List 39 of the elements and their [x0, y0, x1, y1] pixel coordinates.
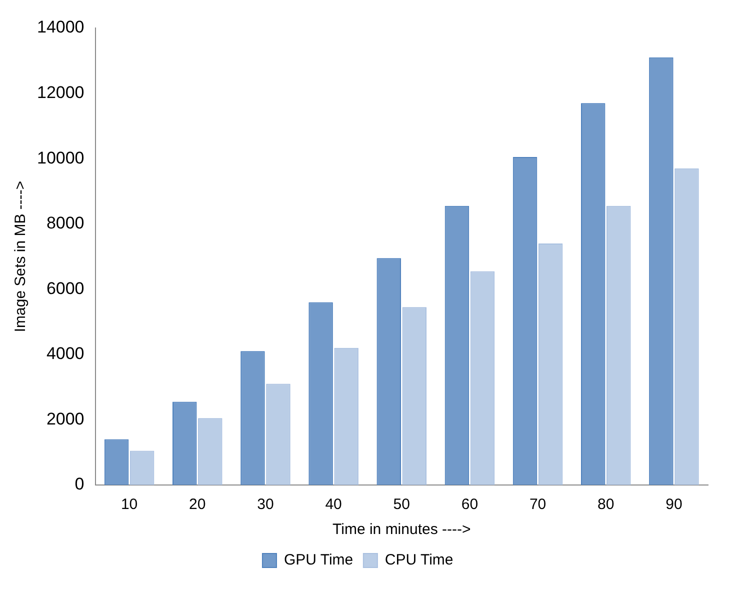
bar	[606, 206, 631, 485]
bar	[130, 450, 154, 485]
x-axis-title: Time in minutes ---->	[332, 521, 471, 538]
x-tick-label: 60	[461, 496, 478, 514]
bar	[104, 439, 129, 485]
x-tick-label: 70	[529, 496, 546, 514]
x-tick-label: 50	[393, 496, 410, 514]
bar	[172, 402, 197, 485]
y-axis-title: Image Sets in MB ---->	[12, 180, 30, 332]
y-tick-label: 14000	[36, 18, 84, 37]
bar	[470, 271, 495, 485]
bar	[580, 103, 606, 485]
bar	[444, 206, 470, 485]
y-tick-label: 6000	[46, 278, 84, 298]
bar	[240, 351, 265, 485]
y-tick-label: 4000	[46, 344, 84, 364]
y-tick-label: 8000	[46, 214, 84, 233]
x-tick-label: 30	[257, 496, 274, 514]
x-tick-label: 40	[325, 496, 342, 514]
x-tick-label: 10	[120, 496, 138, 514]
bar	[402, 307, 427, 485]
x-tick-label: 90	[666, 496, 682, 514]
bar	[538, 243, 563, 485]
bar	[198, 418, 222, 485]
y-tick-label: 12000	[36, 82, 84, 102]
bar	[308, 302, 333, 485]
y-tick-label: 10000	[36, 148, 84, 168]
bar	[334, 348, 358, 485]
bar	[512, 156, 538, 485]
legend-label: GPU Time	[284, 552, 354, 569]
bar	[649, 57, 674, 485]
bar	[674, 168, 699, 485]
bar	[376, 258, 401, 485]
y-tick-label: 0	[74, 474, 84, 494]
legend-label: CPU Time	[384, 552, 454, 569]
x-tick-label: 20	[189, 496, 206, 514]
y-tick-label: 2000	[46, 409, 84, 428]
bar	[266, 384, 290, 485]
x-tick-label: 80	[598, 496, 614, 514]
